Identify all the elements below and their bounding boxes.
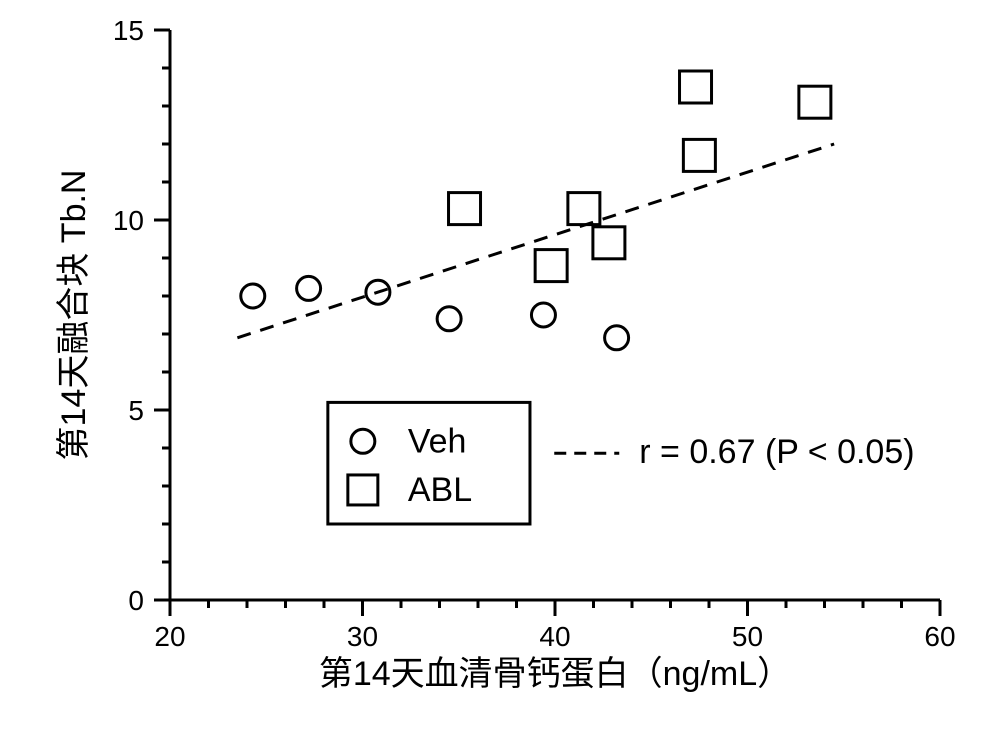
legend-label: ABL	[408, 471, 472, 509]
data-point-abl	[680, 71, 712, 103]
legend-marker-square	[348, 475, 378, 505]
x-tick-label: 50	[732, 621, 763, 652]
data-point-abl	[593, 227, 625, 259]
data-point-veh	[437, 307, 461, 331]
data-point-abl	[683, 139, 715, 171]
data-point-veh	[241, 284, 265, 308]
legend-label: Veh	[408, 422, 467, 460]
data-point-veh	[605, 326, 629, 350]
y-tick-label: 10	[113, 205, 144, 236]
legend-marker-circle	[351, 429, 375, 453]
scatter-chart: 20 30 40 50 60 0 5 10 15 第14天血清骨钙蛋白（ng/mL） 第14天融合块…	[0, 0, 1000, 736]
trend-line	[237, 144, 834, 338]
x-tick-label: 20	[154, 621, 185, 652]
x-axis-title: 第14天血清骨钙蛋白（ng/mL）	[319, 655, 791, 693]
stats-label: r = 0.67 (P < 0.05)	[639, 433, 914, 471]
data-point-veh	[531, 303, 555, 327]
x-tick-label: 30	[347, 621, 378, 652]
y-tick-label: 5	[128, 395, 144, 426]
y-tick-label: 0	[128, 585, 144, 616]
data-point-abl	[568, 193, 600, 225]
data-point-abl	[535, 250, 567, 282]
x-tick-label: 60	[924, 621, 955, 652]
y-axis-title: 第14天融合块 Tb.N	[55, 170, 93, 461]
data-point-veh	[297, 276, 321, 300]
data-point-abl	[799, 86, 831, 118]
data-point-abl	[449, 193, 481, 225]
y-tick-label: 15	[113, 15, 144, 46]
x-tick-label: 40	[539, 621, 570, 652]
